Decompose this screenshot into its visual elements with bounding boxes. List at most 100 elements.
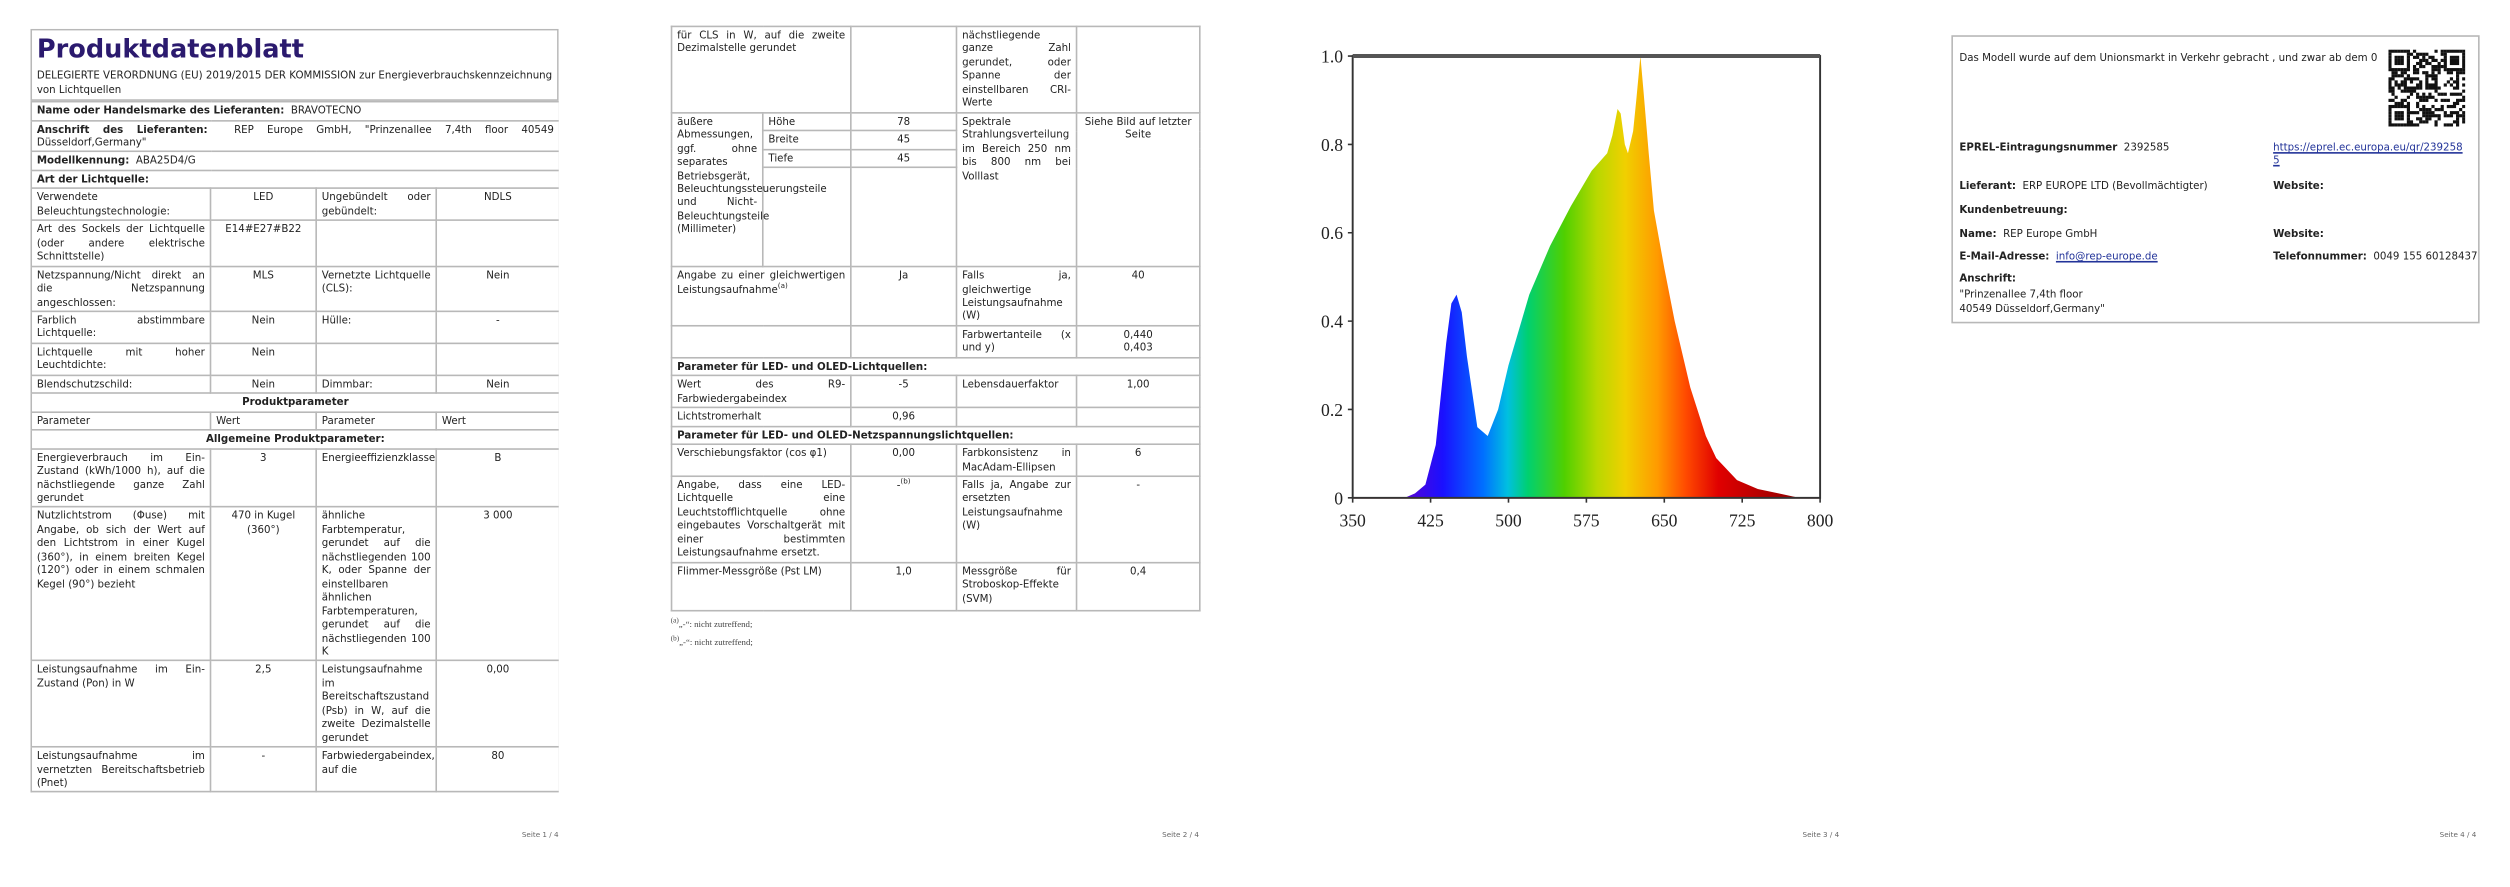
qr-module <box>2440 64 2444 69</box>
text: Telefonnummer: <box>2273 249 2367 263</box>
table-cell: 1,0 <box>850 561 958 612</box>
text: EPREL-Eintragungsnummer 2392585 <box>1959 141 2169 155</box>
text: für CLS in W, auf die zweite Dezimalstel… <box>670 25 1201 612</box>
table-cell: Parameter <box>30 410 212 431</box>
qr-module <box>2446 104 2450 109</box>
table-cell: 1,00 <box>1075 374 1201 409</box>
qr-module <box>2456 77 2460 81</box>
text: Lieferant: <box>1959 179 2016 193</box>
y-tick-label: 0.6 <box>1321 223 1343 243</box>
qr-module <box>2388 49 2392 53</box>
table-cell <box>670 324 852 359</box>
table-cell: Name oder Handelsmarke des Lieferanten: … <box>30 100 559 121</box>
text: "Prinzenallee 7,4th floor <box>1959 288 2083 301</box>
email-link[interactable]: info@rep-europe.de <box>2055 249 2158 263</box>
table-cell <box>435 342 559 376</box>
qr-module <box>2449 71 2454 75</box>
qr-module <box>2397 83 2401 87</box>
qr-module <box>2434 80 2438 84</box>
doc-subtitle: DELEGIERTE VERORDNUNG (EU) 2019/2015 DER… <box>36 69 553 96</box>
text: Website: <box>2273 227 2324 241</box>
qr-module <box>2428 117 2432 121</box>
spectrum-area <box>1404 56 1800 498</box>
text: Netzspannung/Nicht direkt an die Netzspa… <box>30 265 559 313</box>
qr-module <box>2394 58 2398 62</box>
qr-module <box>2403 104 2407 109</box>
qr-module <box>2388 86 2392 90</box>
text: Verschiebungsfaktor (cos φ1) 0,00 Farbkons… <box>670 443 1201 477</box>
qr-module <box>2431 74 2435 78</box>
qr-module <box>2437 117 2441 121</box>
qr-module <box>2406 101 2410 106</box>
qr-module <box>2431 58 2435 62</box>
qr-module <box>2422 104 2426 109</box>
qr-module <box>2431 83 2435 87</box>
qr-module <box>2443 98 2447 102</box>
table-cell: Ungebündelt oder gebündelt: <box>315 187 438 222</box>
qr-module <box>2452 111 2457 115</box>
page-2: für CLS in W, auf die zweite Dezimalstel… <box>670 25 1201 650</box>
text: (a) <box>777 282 788 291</box>
qr-module <box>2394 101 2398 106</box>
qr-module <box>2400 111 2404 115</box>
text: Angabe, dass eine LED-Lichtquelle eine L… <box>670 475 1201 563</box>
table-cell <box>1075 25 1201 114</box>
table-cell <box>850 166 958 268</box>
qr-module <box>2428 55 2432 59</box>
table-cell: Verwendete Beleuchtungstechnologie: <box>30 187 212 222</box>
qr-module <box>2416 68 2420 72</box>
text: Art der Lichtquelle: <box>30 169 559 190</box>
qr-module <box>2391 86 2395 90</box>
x-tick-label: 725 <box>1729 511 1756 531</box>
qr-module <box>2397 123 2401 127</box>
qr-module <box>2400 71 2404 75</box>
qr-module <box>2406 123 2410 127</box>
qr-module <box>2456 98 2460 102</box>
qr-module <box>2425 52 2429 56</box>
qr-module <box>2462 111 2466 115</box>
table-cell: Angabe zu einer gleichwertigen Leistungs… <box>670 265 852 327</box>
qr-module <box>2446 49 2450 53</box>
table-cell: Falls ja, gleichwertige Leistungsaufnahm… <box>955 265 1078 327</box>
table-cell: Verschiebungsfaktor (cos φ1) <box>670 443 852 477</box>
table-cell: 2,5 <box>209 660 317 748</box>
qr-module <box>2394 71 2398 75</box>
table-cell: B <box>435 447 559 509</box>
qr-module <box>2456 123 2460 127</box>
qr-module <box>2431 55 2435 59</box>
page-number: Seite 3 / 4 <box>1802 832 1840 841</box>
x-tick-label: 350 <box>1339 511 1366 531</box>
qr-module <box>2425 120 2429 124</box>
qr-module <box>2409 123 2414 127</box>
info-table: Name oder Handelsmarke des Lieferanten: … <box>30 100 559 794</box>
table-cell <box>850 25 958 114</box>
table-cell: Wert <box>435 410 559 431</box>
qr-module <box>2452 68 2457 72</box>
qr-module <box>2452 86 2457 90</box>
qr-module <box>2406 117 2410 121</box>
text: Lichtstromerhalt 0,96 <box>670 406 1201 427</box>
y-tick-label: 0.8 <box>1321 135 1343 155</box>
qr-module <box>2419 98 2423 102</box>
qr-module <box>2443 92 2447 96</box>
qr-module <box>2443 58 2447 62</box>
qr-module <box>2394 49 2398 53</box>
x-tick-label: 575 <box>1573 511 1600 531</box>
qr-module <box>2422 98 2426 102</box>
qr-module <box>2425 111 2429 115</box>
qr-module <box>2397 68 2401 72</box>
table-cell: Energieeffizienzklasse <box>315 447 438 509</box>
qr-module <box>2406 86 2410 90</box>
text: Name oder Handelsmarke des Lieferanten: … <box>30 100 559 794</box>
qr-module <box>2425 80 2429 84</box>
qr-module <box>2452 101 2457 106</box>
qr-module <box>2425 58 2429 62</box>
qr-module <box>2422 108 2426 112</box>
qr-module <box>2425 71 2429 75</box>
text: 0,403 <box>1123 341 1153 355</box>
table-cell: für CLS in W, auf die zweite Dezimalstel… <box>670 25 852 114</box>
qr-module <box>2394 61 2398 66</box>
text: Name: <box>1959 227 1997 241</box>
eprel-link[interactable]: https://eprel.ec.europa.eu/qr/2392585 <box>2273 140 2463 168</box>
qr-module <box>2419 95 2423 99</box>
